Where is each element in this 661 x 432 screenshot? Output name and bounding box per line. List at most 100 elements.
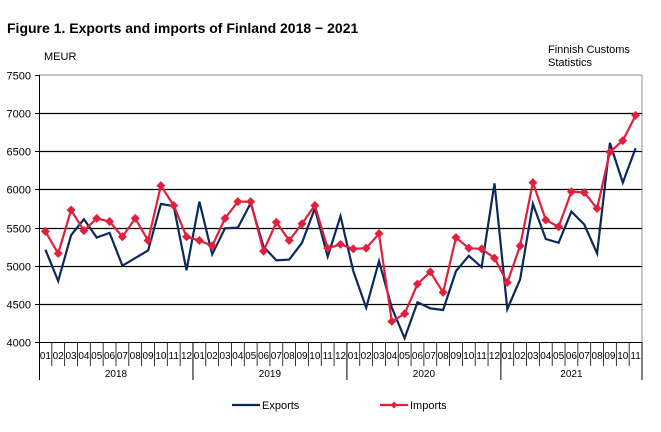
x-tick-label: 07 <box>579 351 591 362</box>
data-point-imports <box>438 287 448 297</box>
y-tick-label: 5500 <box>7 224 31 236</box>
x-tick-label: 07 <box>425 351 437 362</box>
x-tick-label: 04 <box>78 351 90 362</box>
y-tick-label: 5000 <box>7 262 31 274</box>
data-point-imports <box>566 187 576 197</box>
year-label: 2020 <box>413 369 436 380</box>
x-tick-label: 10 <box>309 351 321 362</box>
x-tick-label: 08 <box>592 351 604 362</box>
data-point-imports <box>336 239 345 249</box>
x-tick-label: 12 <box>181 351 193 362</box>
source-note: Finnish Customs Statistics <box>548 44 630 70</box>
x-axis: 01 02 03 04 05 06 07 08 09 10 11 12 01 02 03 04 05 06 07 08… <box>39 342 643 380</box>
x-tick-label: 08 <box>438 351 450 362</box>
source-note-line-1: Finnish Customs <box>548 44 630 56</box>
y-tick-label: 6500 <box>7 147 31 159</box>
data-point-imports <box>592 204 602 213</box>
x-tick-label: 04 <box>232 351 244 362</box>
y-tick-label: 7000 <box>7 109 31 121</box>
data-point-imports <box>259 246 269 256</box>
data-point-imports <box>631 110 641 120</box>
data-point-imports <box>502 277 512 287</box>
data-point-imports <box>40 226 50 236</box>
x-tick-label: 09 <box>450 351 462 362</box>
y-axis-unit-label: MEUR <box>44 51 77 63</box>
data-point-imports <box>323 243 333 253</box>
data-point-imports <box>387 316 397 326</box>
data-point-imports <box>79 226 89 236</box>
x-tick-label: 11 <box>322 351 333 362</box>
x-tick-label: 11 <box>476 351 487 362</box>
x-tick-label: 02 <box>361 351 373 362</box>
x-tick-label: 10 <box>155 351 167 362</box>
data-point-imports <box>271 217 281 227</box>
x-tick-label: 10 <box>617 351 629 362</box>
data-point-imports <box>400 309 410 319</box>
series-line-exports <box>44 142 637 342</box>
x-tick-label: 06 <box>566 351 578 362</box>
data-point-imports <box>528 178 538 188</box>
data-point-imports <box>579 187 589 197</box>
gridlines <box>39 74 643 342</box>
data-point-imports <box>489 253 499 263</box>
source-note-line-2: Statistics <box>548 57 593 69</box>
data-point-imports <box>156 181 166 191</box>
x-tick-label: 05 <box>245 351 257 362</box>
x-tick-label: 05 <box>91 351 103 362</box>
x-tick-label: 03 <box>527 351 539 362</box>
y-tick-label: 4000 <box>7 338 31 350</box>
y-tick-label: 4500 <box>7 300 31 312</box>
data-point-imports <box>477 244 487 254</box>
year-label: 2019 <box>259 369 282 380</box>
x-tick-label: 02 <box>207 351 219 362</box>
x-tick-label: 05 <box>553 351 565 362</box>
x-tick-label: 06 <box>104 351 116 362</box>
x-tick-label: 01 <box>194 351 206 362</box>
data-point-imports <box>425 267 435 277</box>
data-point-imports <box>554 222 564 232</box>
data-point-imports <box>169 200 179 210</box>
data-point-imports <box>143 236 153 246</box>
data-point-imports <box>451 232 461 242</box>
data-point-imports <box>348 244 358 254</box>
x-tick-label: 09 <box>296 351 308 362</box>
data-point-imports <box>92 213 102 223</box>
data-point-imports <box>182 232 192 242</box>
year-label: 2018 <box>105 369 128 380</box>
x-tick-label: 02 <box>515 351 527 362</box>
data-point-imports <box>361 243 371 253</box>
x-tick-label: 12 <box>489 351 501 362</box>
legend-label-exports: Exports <box>262 400 300 412</box>
data-point-imports <box>541 215 551 225</box>
legend-marker-diamond <box>390 401 398 409</box>
data-point-imports <box>515 241 525 251</box>
y-tick-label: 7500 <box>7 71 31 83</box>
data-point-imports <box>117 232 127 242</box>
data-point-imports <box>284 236 294 246</box>
data-point-imports <box>194 236 204 246</box>
data-point-imports <box>66 205 76 215</box>
x-tick-label: 04 <box>540 351 552 362</box>
x-tick-label: 09 <box>142 351 154 362</box>
x-tick-label: 11 <box>630 351 641 362</box>
x-tick-label: 11 <box>169 351 180 362</box>
year-label: 2021 <box>560 369 583 380</box>
x-tick-label: 08 <box>284 351 296 362</box>
data-point-imports <box>464 243 474 253</box>
x-tick-label: 08 <box>130 351 142 362</box>
x-tick-label: 03 <box>219 351 231 362</box>
legend-label-imports: Imports <box>410 400 447 412</box>
data-point-imports <box>605 147 615 157</box>
series-group <box>40 110 641 342</box>
x-tick-label: 06 <box>258 351 270 362</box>
data-point-imports <box>207 241 217 251</box>
data-point-imports <box>297 219 307 229</box>
data-point-imports <box>53 249 63 259</box>
y-tick-label: 6000 <box>7 185 31 197</box>
legend: Exports Imports <box>232 400 447 412</box>
y-axis: 4000 4500 5000 5500 6000 6500 7000 7500 <box>7 71 40 380</box>
data-point-imports <box>233 197 243 207</box>
x-tick-label: 09 <box>604 351 616 362</box>
x-tick-label: 07 <box>271 351 283 362</box>
